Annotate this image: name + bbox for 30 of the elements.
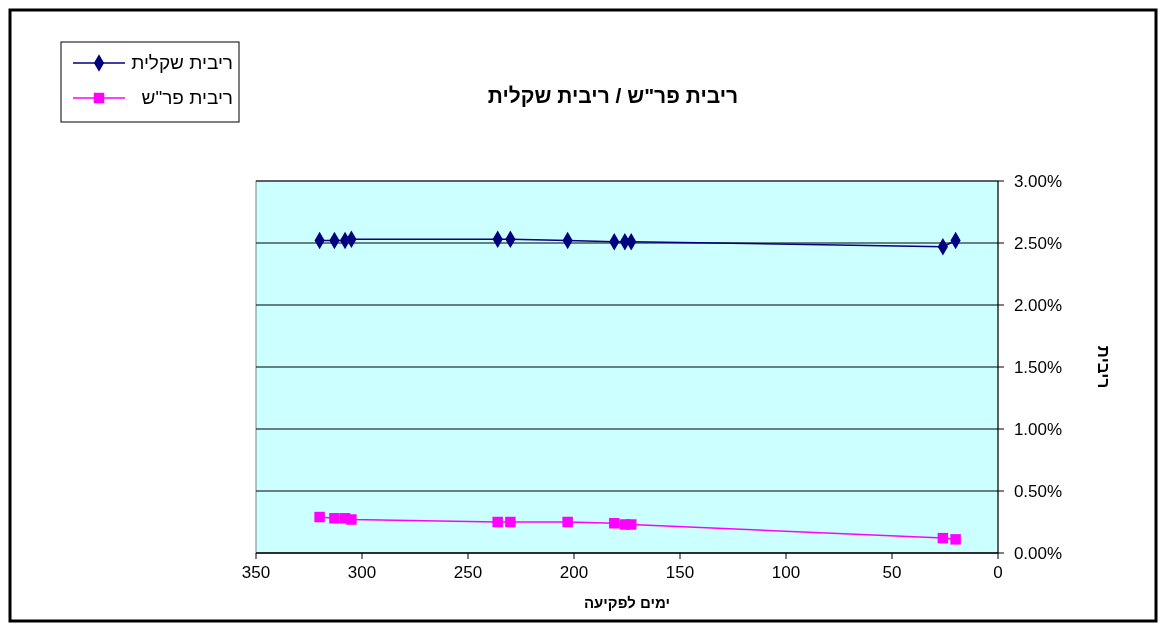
point (626, 519, 637, 530)
y-axis-title: ריבית (1094, 345, 1113, 389)
point (329, 513, 340, 524)
x-tick-label: 300 (347, 563, 377, 582)
point (492, 516, 503, 528)
y-tick-label: 1.50% (1013, 358, 1063, 377)
y-tick-label: 2.00% (1013, 296, 1063, 315)
point (505, 516, 516, 528)
y-tick-label: 0.50% (1013, 482, 1063, 501)
x-axis-title: ימים לפקיעה (583, 594, 671, 611)
x-tick-label: 200 (559, 563, 589, 582)
x-tick-label: 250 (453, 563, 483, 582)
point (562, 516, 573, 528)
point (950, 534, 961, 545)
legend-label: ריבית פר"ש (141, 87, 233, 108)
x-tick-label: 150 (665, 563, 695, 582)
point (346, 514, 357, 525)
y-tick-label: 2.50% (1013, 234, 1063, 253)
legend-label: ריבית שקלית (131, 52, 233, 73)
y-tick-label: 1.00% (1013, 420, 1063, 439)
point (937, 532, 949, 544)
x-tick-label: 350 (241, 563, 271, 582)
chart-title: ריבית פר"ש / ריבית שקלית (487, 84, 739, 107)
y-tick-label: 0.00% (1013, 544, 1063, 563)
x-tick-label: 100 (771, 563, 801, 582)
x-tick-label: 0 (993, 563, 1003, 582)
point (314, 511, 325, 523)
x-tick-label: 50 (882, 563, 902, 582)
point (609, 518, 620, 529)
y-tick-label: 3.00% (1013, 172, 1063, 191)
